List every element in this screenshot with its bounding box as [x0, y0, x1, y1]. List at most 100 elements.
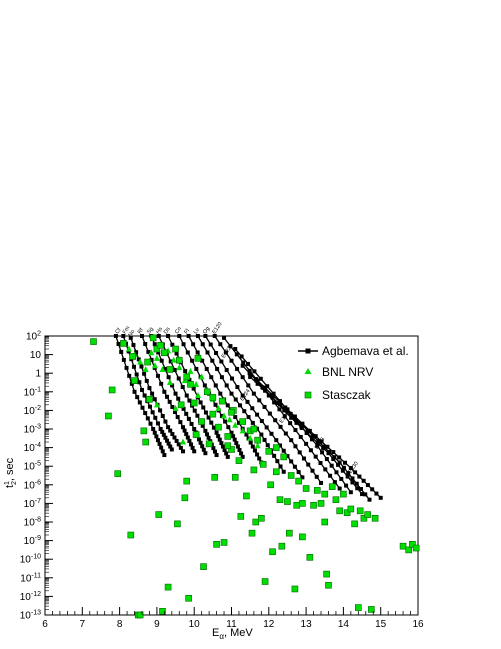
- agbemava-point: [214, 453, 219, 458]
- agbemava-point: [301, 456, 306, 461]
- stasczak-point: [399, 542, 407, 550]
- agbemava-point: [219, 359, 224, 364]
- stasczak-point: [243, 492, 250, 500]
- agbemava-point: [250, 444, 255, 449]
- agbemava-point: [316, 439, 321, 444]
- agbemava-point: [300, 475, 305, 480]
- agbemava-point: [270, 392, 275, 397]
- x-tick-label: 7: [80, 619, 86, 630]
- x-tick-label: 10: [189, 619, 201, 630]
- agbemava-point: [215, 366, 220, 371]
- agbemava-point: [265, 443, 270, 448]
- agbemava-point: [204, 366, 209, 371]
- y-tick-base: 10: [24, 406, 36, 417]
- bnl-nrv-point: [159, 365, 166, 372]
- x-axis-title-sub: α: [219, 632, 224, 641]
- stasczak-point: [302, 485, 310, 492]
- agbemava-point: [294, 420, 299, 425]
- agbemava-point: [342, 460, 347, 465]
- agbemava-point: [194, 366, 199, 371]
- stasczak-point: [144, 358, 151, 366]
- agbemava-point: [361, 478, 366, 483]
- agbemava-point: [137, 380, 142, 385]
- stasczak-point: [313, 487, 321, 494]
- agbemava-point: [292, 414, 297, 419]
- agbemava-point: [195, 334, 200, 338]
- agbemava-point: [246, 415, 251, 420]
- agbemava-point: [235, 366, 240, 371]
- x-tick-label: 6: [42, 619, 48, 630]
- agbemava-point: [181, 449, 186, 454]
- stasczak-point: [360, 514, 368, 522]
- y-tick-exponent: -10: [31, 554, 41, 561]
- agbemava-point: [298, 434, 303, 439]
- agbemava-point: [281, 448, 286, 453]
- agbemava-point: [285, 409, 290, 414]
- agbemava-point: [353, 470, 358, 475]
- stasczak-point: [136, 611, 144, 619]
- stasczak-point: [321, 490, 329, 498]
- agbemava-point: [200, 423, 205, 428]
- y-tick-label: 10-13: [20, 610, 41, 622]
- curve-label: Sg: [146, 326, 155, 335]
- agbemava-point: [150, 410, 155, 415]
- stasczak-point: [194, 355, 202, 362]
- agbemava-point: [332, 455, 337, 460]
- agbemava-point: [250, 420, 255, 425]
- stasczak-point: [321, 518, 329, 526]
- agbemava-point: [218, 342, 223, 347]
- agbemava-point: [212, 449, 217, 454]
- stasczak-point: [90, 338, 97, 345]
- stasczak-point: [269, 548, 276, 556]
- y-tick-exponent: -2: [35, 405, 41, 412]
- x-axis-title-unit: , MeV: [224, 627, 253, 639]
- stasczak-point: [166, 366, 174, 373]
- agbemava-point: [143, 411, 148, 416]
- agbemava-point: [345, 474, 350, 479]
- stasczak-point: [177, 401, 185, 409]
- agbemava-point: [142, 393, 147, 398]
- bnl-nrv-point: [153, 354, 160, 361]
- stasczak-point: [174, 520, 181, 528]
- stasczak-point: [146, 395, 153, 403]
- stasczak-point: [347, 505, 355, 513]
- agbemava-point: [163, 366, 168, 371]
- agbemava-point: [168, 359, 173, 364]
- agbemava-point: [263, 385, 268, 390]
- stasczak-point: [235, 457, 243, 464]
- agbemava-point: [134, 350, 139, 355]
- stasczak-point: [190, 399, 198, 407]
- agbemava-point: [113, 334, 118, 338]
- y-tick-label: 10-9: [24, 535, 41, 547]
- bnl-nrv-point: [153, 401, 160, 408]
- agbemava-point: [334, 470, 339, 475]
- stasczak-point: [278, 542, 286, 550]
- y-tick-base: 10: [24, 499, 36, 510]
- agbemava-point: [354, 481, 359, 486]
- stasczak-point: [252, 518, 260, 526]
- x-tick-label: 9: [154, 619, 160, 630]
- agbemava-point: [185, 435, 190, 440]
- stasczak-point: [140, 427, 148, 435]
- stasczak-point: [317, 500, 325, 507]
- agbemava-point: [191, 386, 196, 391]
- agbemava-point: [176, 376, 181, 381]
- agbemava-point: [134, 372, 139, 377]
- agbemava-point: [237, 447, 242, 452]
- y-axis-title: t12, sec: [4, 457, 18, 488]
- agbemava-point: [224, 451, 229, 456]
- agbemava-point: [204, 432, 209, 437]
- curve-label: Ds: [163, 326, 172, 335]
- legend-bnl-label: BNL NRV: [322, 365, 373, 379]
- agbemava-point: [313, 454, 318, 459]
- stasczak-point: [114, 470, 122, 477]
- agbemava-point: [337, 460, 342, 465]
- agbemava-point: [189, 442, 194, 447]
- agbemava-point: [131, 364, 136, 369]
- agbemava-point: [178, 420, 183, 425]
- agbemava-point: [234, 441, 239, 446]
- agbemava-point: [246, 361, 251, 366]
- stasczak-point: [412, 544, 420, 552]
- stasczak-point: [192, 431, 200, 438]
- stasczak-point: [254, 436, 261, 444]
